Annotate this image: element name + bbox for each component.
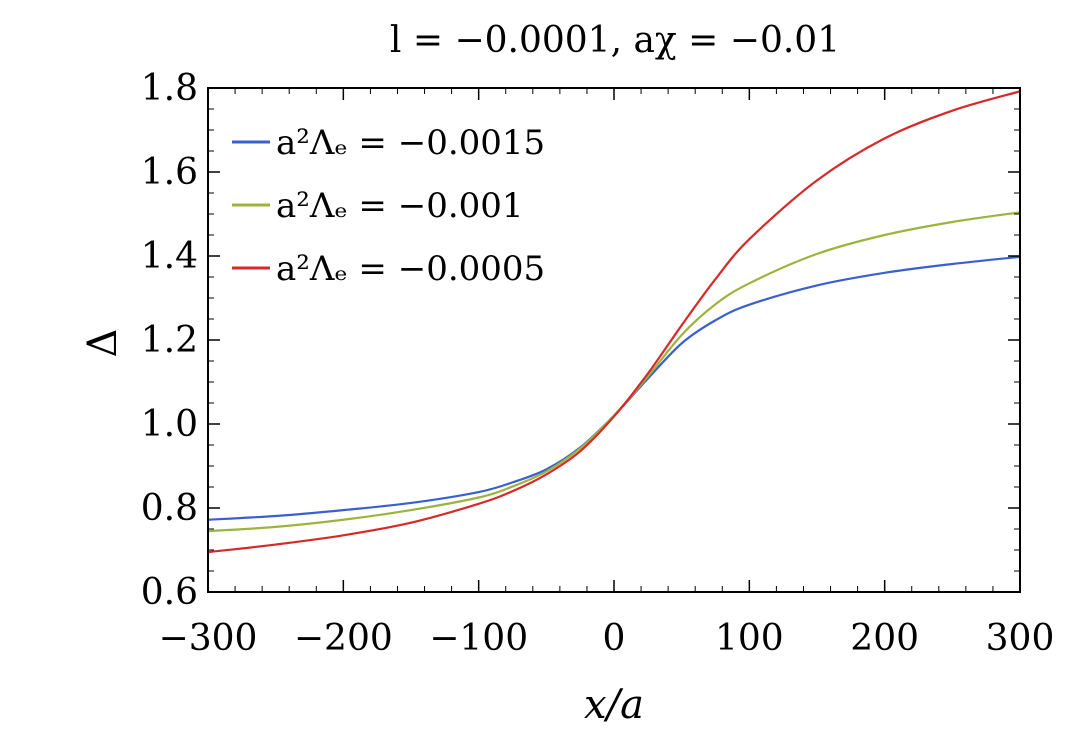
y-tick-label: 1.6 (141, 152, 198, 193)
legend-label-1: a²Λₑ = −0.001 (276, 186, 524, 226)
y-tick-label: 1.8 (141, 68, 198, 109)
series-line-2 (207, 90, 1021, 554)
x-tick-label: 0 (603, 618, 626, 659)
plot-frame (207, 87, 1021, 593)
y-tick-label: 1.2 (141, 320, 198, 361)
x-tick-label: −300 (159, 618, 258, 659)
y-axis-label: Δ (80, 329, 126, 358)
chart-title: l = −0.0001, aχ = −0.01 (390, 20, 840, 61)
axis-ticks: −300 −200 −100 0 100 200 300 0.6 0.8 1.0 1.2 1.4 1.6… (141, 68, 1055, 659)
x-tick-label: −200 (294, 618, 393, 659)
y-tick-label: 0.6 (141, 572, 198, 613)
plot-area (207, 90, 1021, 554)
y-tick-label: 0.8 (141, 488, 198, 529)
x-tick-label: 100 (715, 618, 784, 659)
legend-label-2: a²Λₑ = −0.0005 (276, 249, 545, 289)
legend-label-0: a²Λₑ = −0.0015 (276, 123, 545, 163)
legend: a²Λₑ = −0.0015 a²Λₑ = −0.001 a²Λₑ = −0.000… (232, 123, 545, 289)
y-tick-label: 1.0 (141, 404, 198, 445)
x-tick-label: 200 (850, 618, 919, 659)
series-line-0 (207, 255, 1021, 521)
y-tick-label: 1.4 (141, 236, 198, 277)
x-tick-label: 300 (986, 618, 1055, 659)
x-axis-label: x/a (584, 682, 644, 728)
x-tick-label: −100 (429, 618, 528, 659)
